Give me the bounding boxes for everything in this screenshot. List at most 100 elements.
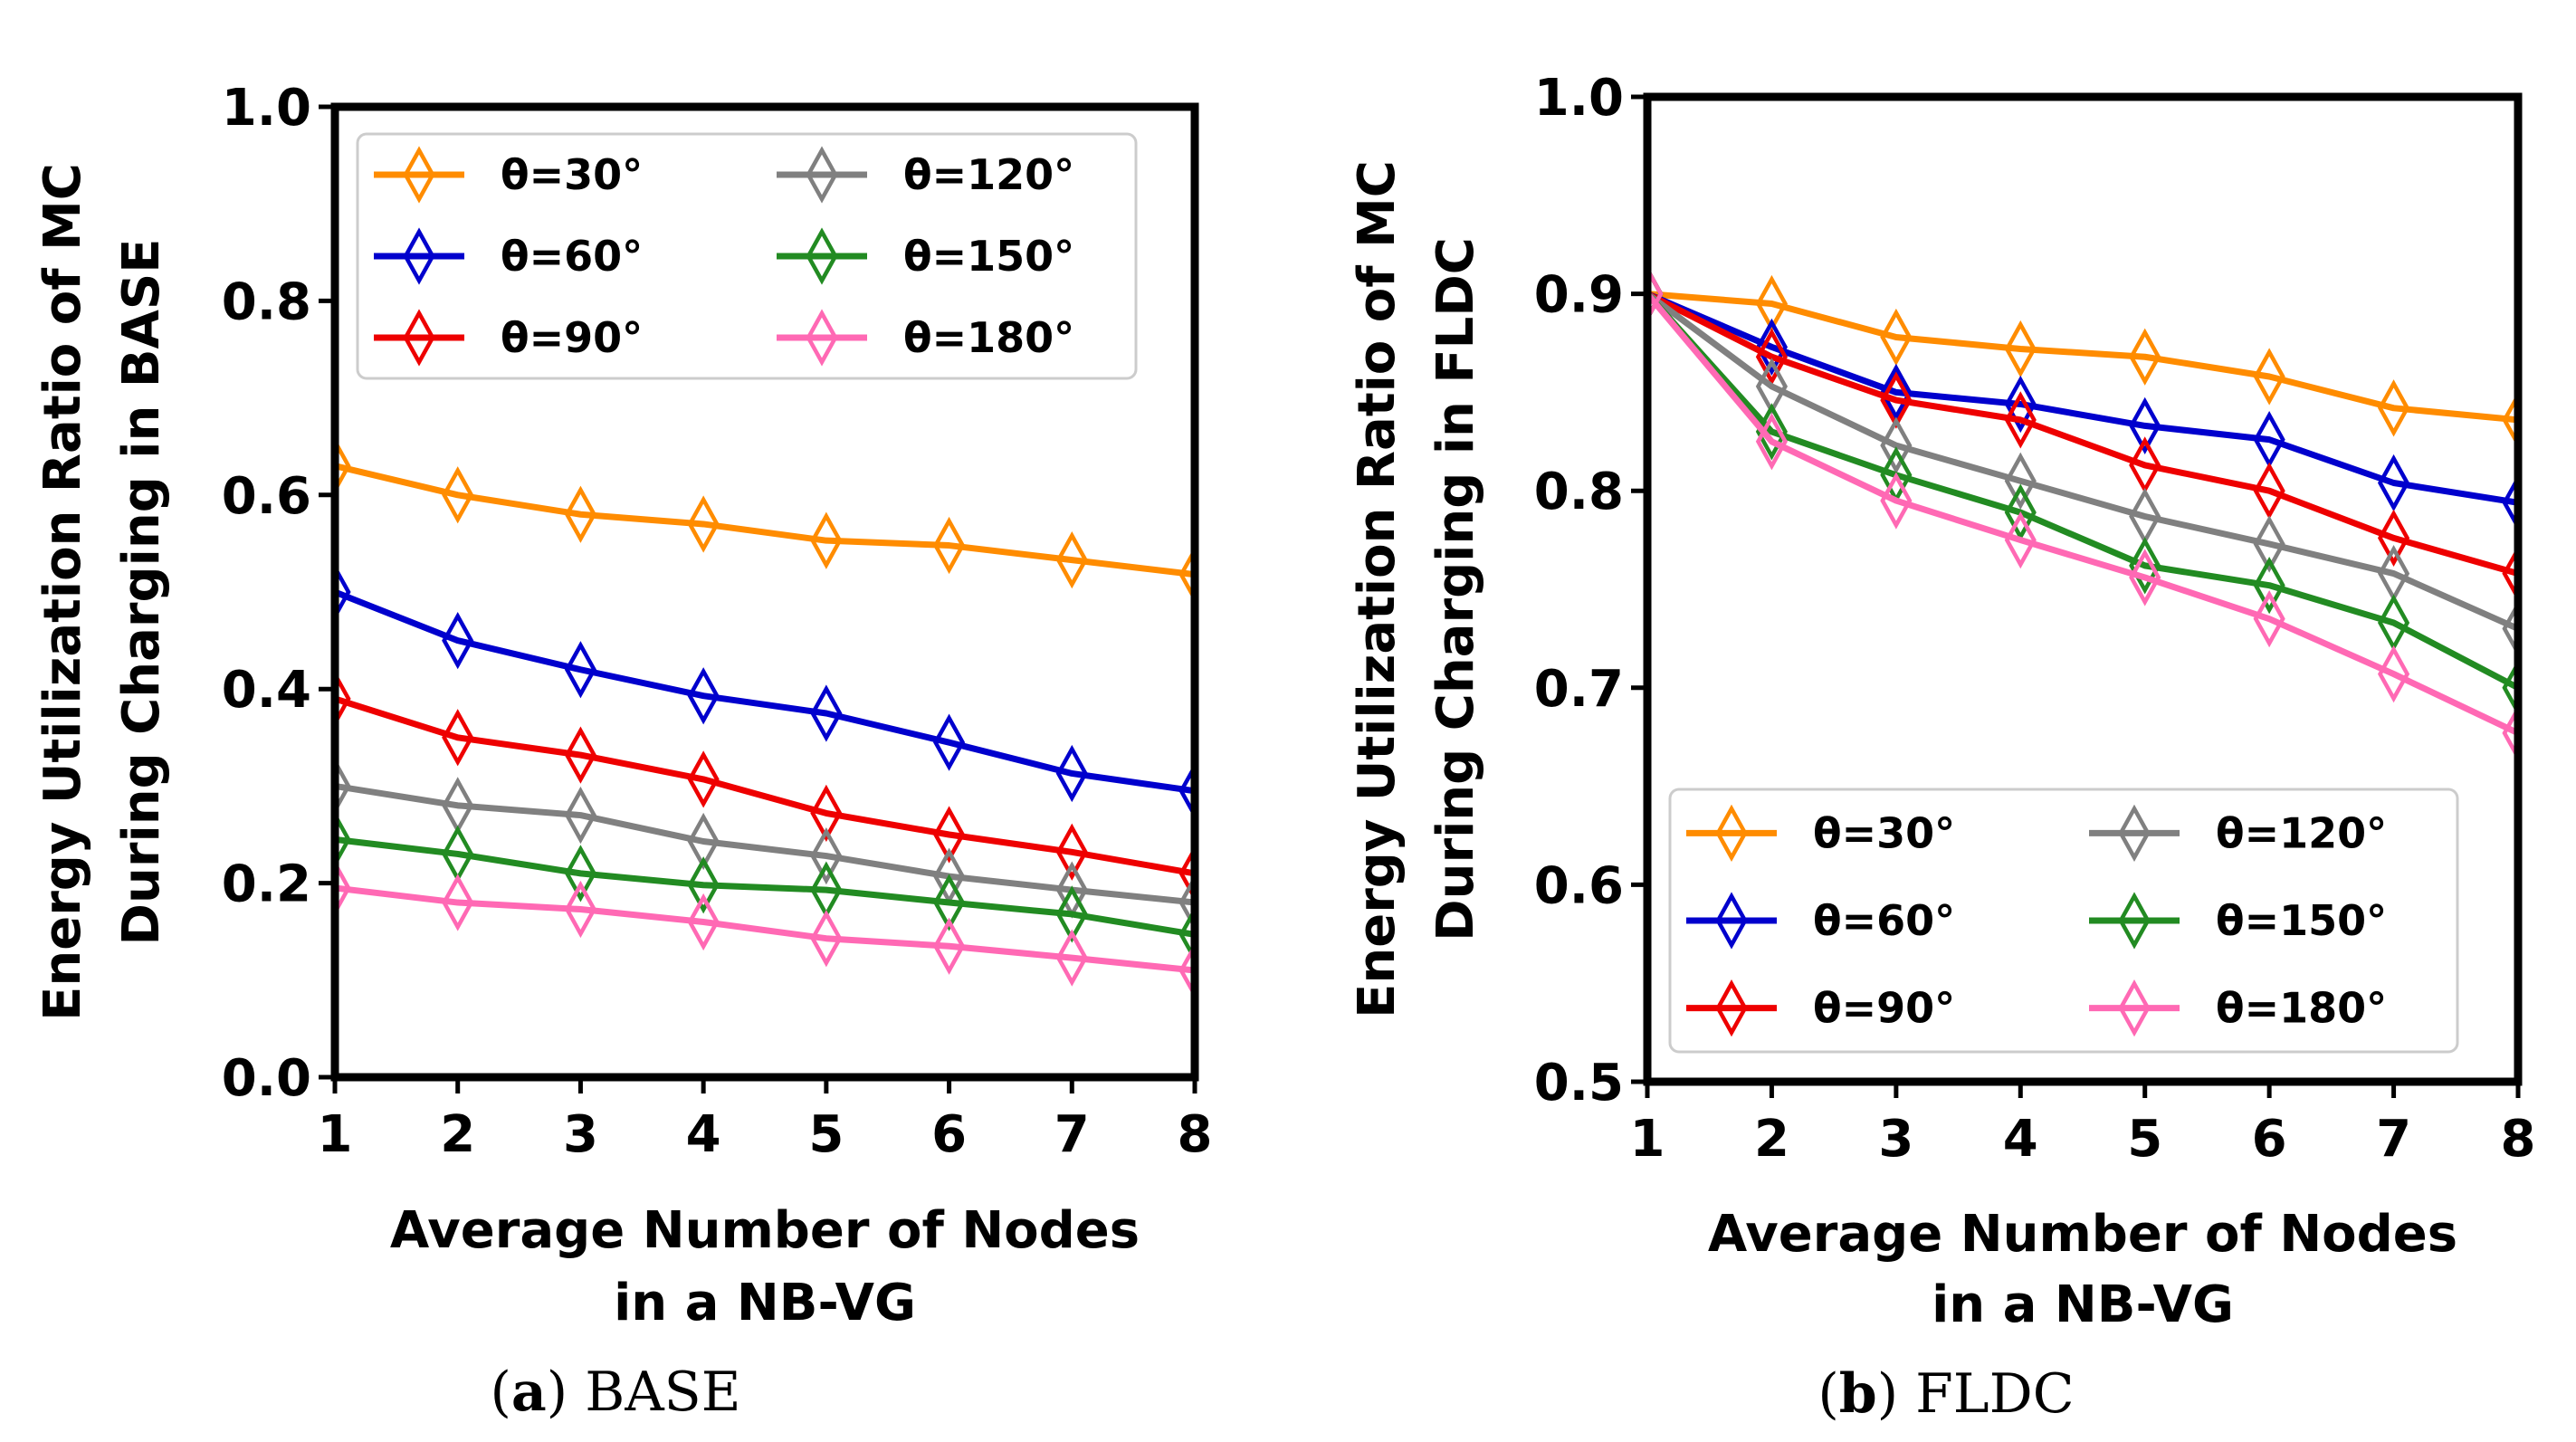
x-axis-label-line2: in a NB-VG (1932, 1275, 2234, 1334)
series-line-3 (1647, 291, 2518, 577)
data-point-s6-1 (1647, 264, 1664, 323)
y-tick-label: 0.0 (222, 1049, 311, 1108)
data-point-s2-1 (335, 563, 351, 621)
legend-label-6: θ=180° (903, 313, 1074, 362)
data-point-s2-2 (442, 611, 474, 670)
x-tick-label: 4 (686, 1105, 721, 1164)
data-point-s1-2 (1755, 274, 1789, 333)
y-tick-label: 0.2 (222, 855, 311, 914)
data-point-s1-8 (1178, 546, 1195, 604)
data-point-s4-5 (810, 826, 843, 885)
y-tick-label: 0.6 (1534, 856, 1624, 915)
data-point-s6-8 (1178, 941, 1195, 999)
data-point-s2-8 (2502, 473, 2518, 531)
y-tick-label: 0.8 (1534, 463, 1624, 521)
data-point-s2-7 (2377, 454, 2410, 512)
data-point-s3-4 (687, 750, 720, 808)
series-line-5 (1647, 291, 2518, 691)
series-line-1 (335, 463, 1195, 578)
data-point-s1-5 (810, 511, 843, 569)
data-point-s6-6 (2253, 590, 2285, 648)
legend-marker-3 (403, 309, 435, 367)
legend-label-1: θ=30° (1813, 808, 1955, 857)
data-point-s5-5 (2129, 537, 2161, 595)
data-point-s5-8 (2502, 659, 2518, 717)
legend-frame (356, 132, 1138, 380)
x-tick-label: 4 (2003, 1110, 2038, 1169)
data-point-s2-4 (2004, 375, 2037, 434)
series-line-3 (335, 695, 1195, 877)
caption-text: FLDC (1915, 1362, 2075, 1426)
data-point-s3-2 (442, 709, 474, 767)
data-point-s1-1 (335, 437, 351, 495)
data-point-s3-4 (2004, 391, 2037, 449)
legend-label-3: θ=90° (501, 313, 643, 362)
data-point-s4-8 (2502, 599, 2518, 658)
y-tick-label: 0.5 (1534, 1054, 1624, 1113)
data-point-s3-6 (932, 806, 966, 864)
legend: θ=30° θ=60° θ=90° θ=120° θ=150° θ=180° (1668, 788, 2459, 1054)
x-tick-label: 3 (563, 1105, 598, 1164)
legend-marker-4 (806, 146, 838, 204)
data-point-s2-5 (810, 684, 843, 742)
legend: θ=30° θ=60° θ=90° θ=120° θ=150° θ=180° (356, 132, 1138, 380)
legend-marker-3 (1715, 979, 1748, 1037)
data-point-s2-8 (1178, 762, 1195, 820)
legend-label-1: θ=30° (501, 150, 643, 199)
legend-label-4: θ=120° (2216, 808, 2387, 857)
data-point-s1-7 (1055, 530, 1088, 589)
data-point-s2-2 (1755, 318, 1789, 376)
legend-label-6: θ=180° (2216, 984, 2387, 1033)
series-line-6 (335, 884, 1195, 974)
data-point-s3-2 (1755, 328, 1789, 386)
data-point-s1-3 (564, 485, 597, 543)
legend-marker-1 (1715, 804, 1748, 862)
series-line-5 (335, 836, 1195, 938)
data-point-s5-8 (1178, 905, 1195, 964)
data-point-s3-3 (564, 726, 597, 784)
legend-marker-6 (2118, 979, 2151, 1037)
series-line-1 (1647, 291, 2518, 424)
series-line-2 (1647, 291, 2518, 506)
data-point-s6-3 (1880, 472, 1913, 530)
data-point-s1-2 (442, 466, 474, 524)
data-point-s1-8 (2502, 391, 2518, 449)
x-tick-label: 6 (2252, 1110, 2287, 1169)
data-point-s4-1 (335, 757, 351, 816)
plot-area (335, 437, 1195, 999)
data-point-s3-8 (1178, 845, 1195, 902)
data-point-s1-6 (932, 516, 966, 575)
y-tick-label: 0.7 (1534, 660, 1624, 719)
data-point-s6-6 (932, 917, 966, 975)
x-tick-label: 2 (1754, 1110, 1789, 1169)
x-tick-label: 1 (1630, 1110, 1665, 1169)
legend-label-5: θ=150° (903, 232, 1074, 281)
series-line-4 (1647, 291, 2518, 632)
data-point-s5-7 (1055, 885, 1088, 943)
legend-marker-1 (403, 146, 435, 204)
y-tick-label: 1.0 (1534, 69, 1624, 128)
chart-panel-base: 0.0 0.2 0.4 0.6 0.8 1.0 1 2 3 4 5 6 7 8 Average Number… (33, 79, 1212, 1424)
data-point-s6-5 (2129, 549, 2161, 606)
data-point-s3-7 (2377, 509, 2410, 568)
data-point-s1-5 (2129, 328, 2161, 386)
x-tick-label: 2 (440, 1105, 475, 1164)
y-axis-label-line1: Energy Utilization Ratio of MC (33, 163, 92, 1021)
chart-panel-fldc: 0.5 0.6 0.7 0.8 0.9 1.0 1 2 3 4 5 6 7 8 Average Number… (1348, 69, 2535, 1426)
y-tick-label: 0.9 (1534, 266, 1624, 325)
data-point-s3-5 (810, 784, 843, 843)
series-line-2 (335, 588, 1195, 795)
panel-caption: (b) FLDC (1818, 1362, 2074, 1426)
legend-label-2: θ=60° (1813, 896, 1955, 945)
data-point-s6-4 (687, 893, 720, 951)
data-point-s5-6 (932, 874, 966, 931)
y-tick-label: 0.6 (222, 467, 311, 526)
series-line-4 (335, 782, 1195, 906)
data-point-s3-6 (2253, 462, 2285, 520)
data-point-s3-7 (1055, 823, 1088, 881)
data-point-s5-4 (687, 856, 720, 914)
data-point-s5-3 (564, 845, 597, 902)
data-point-s3-1 (335, 670, 351, 728)
y-axis-label-line2: During Charging in FLDC (1426, 237, 1485, 941)
x-tick-label: 8 (1178, 1105, 1213, 1164)
